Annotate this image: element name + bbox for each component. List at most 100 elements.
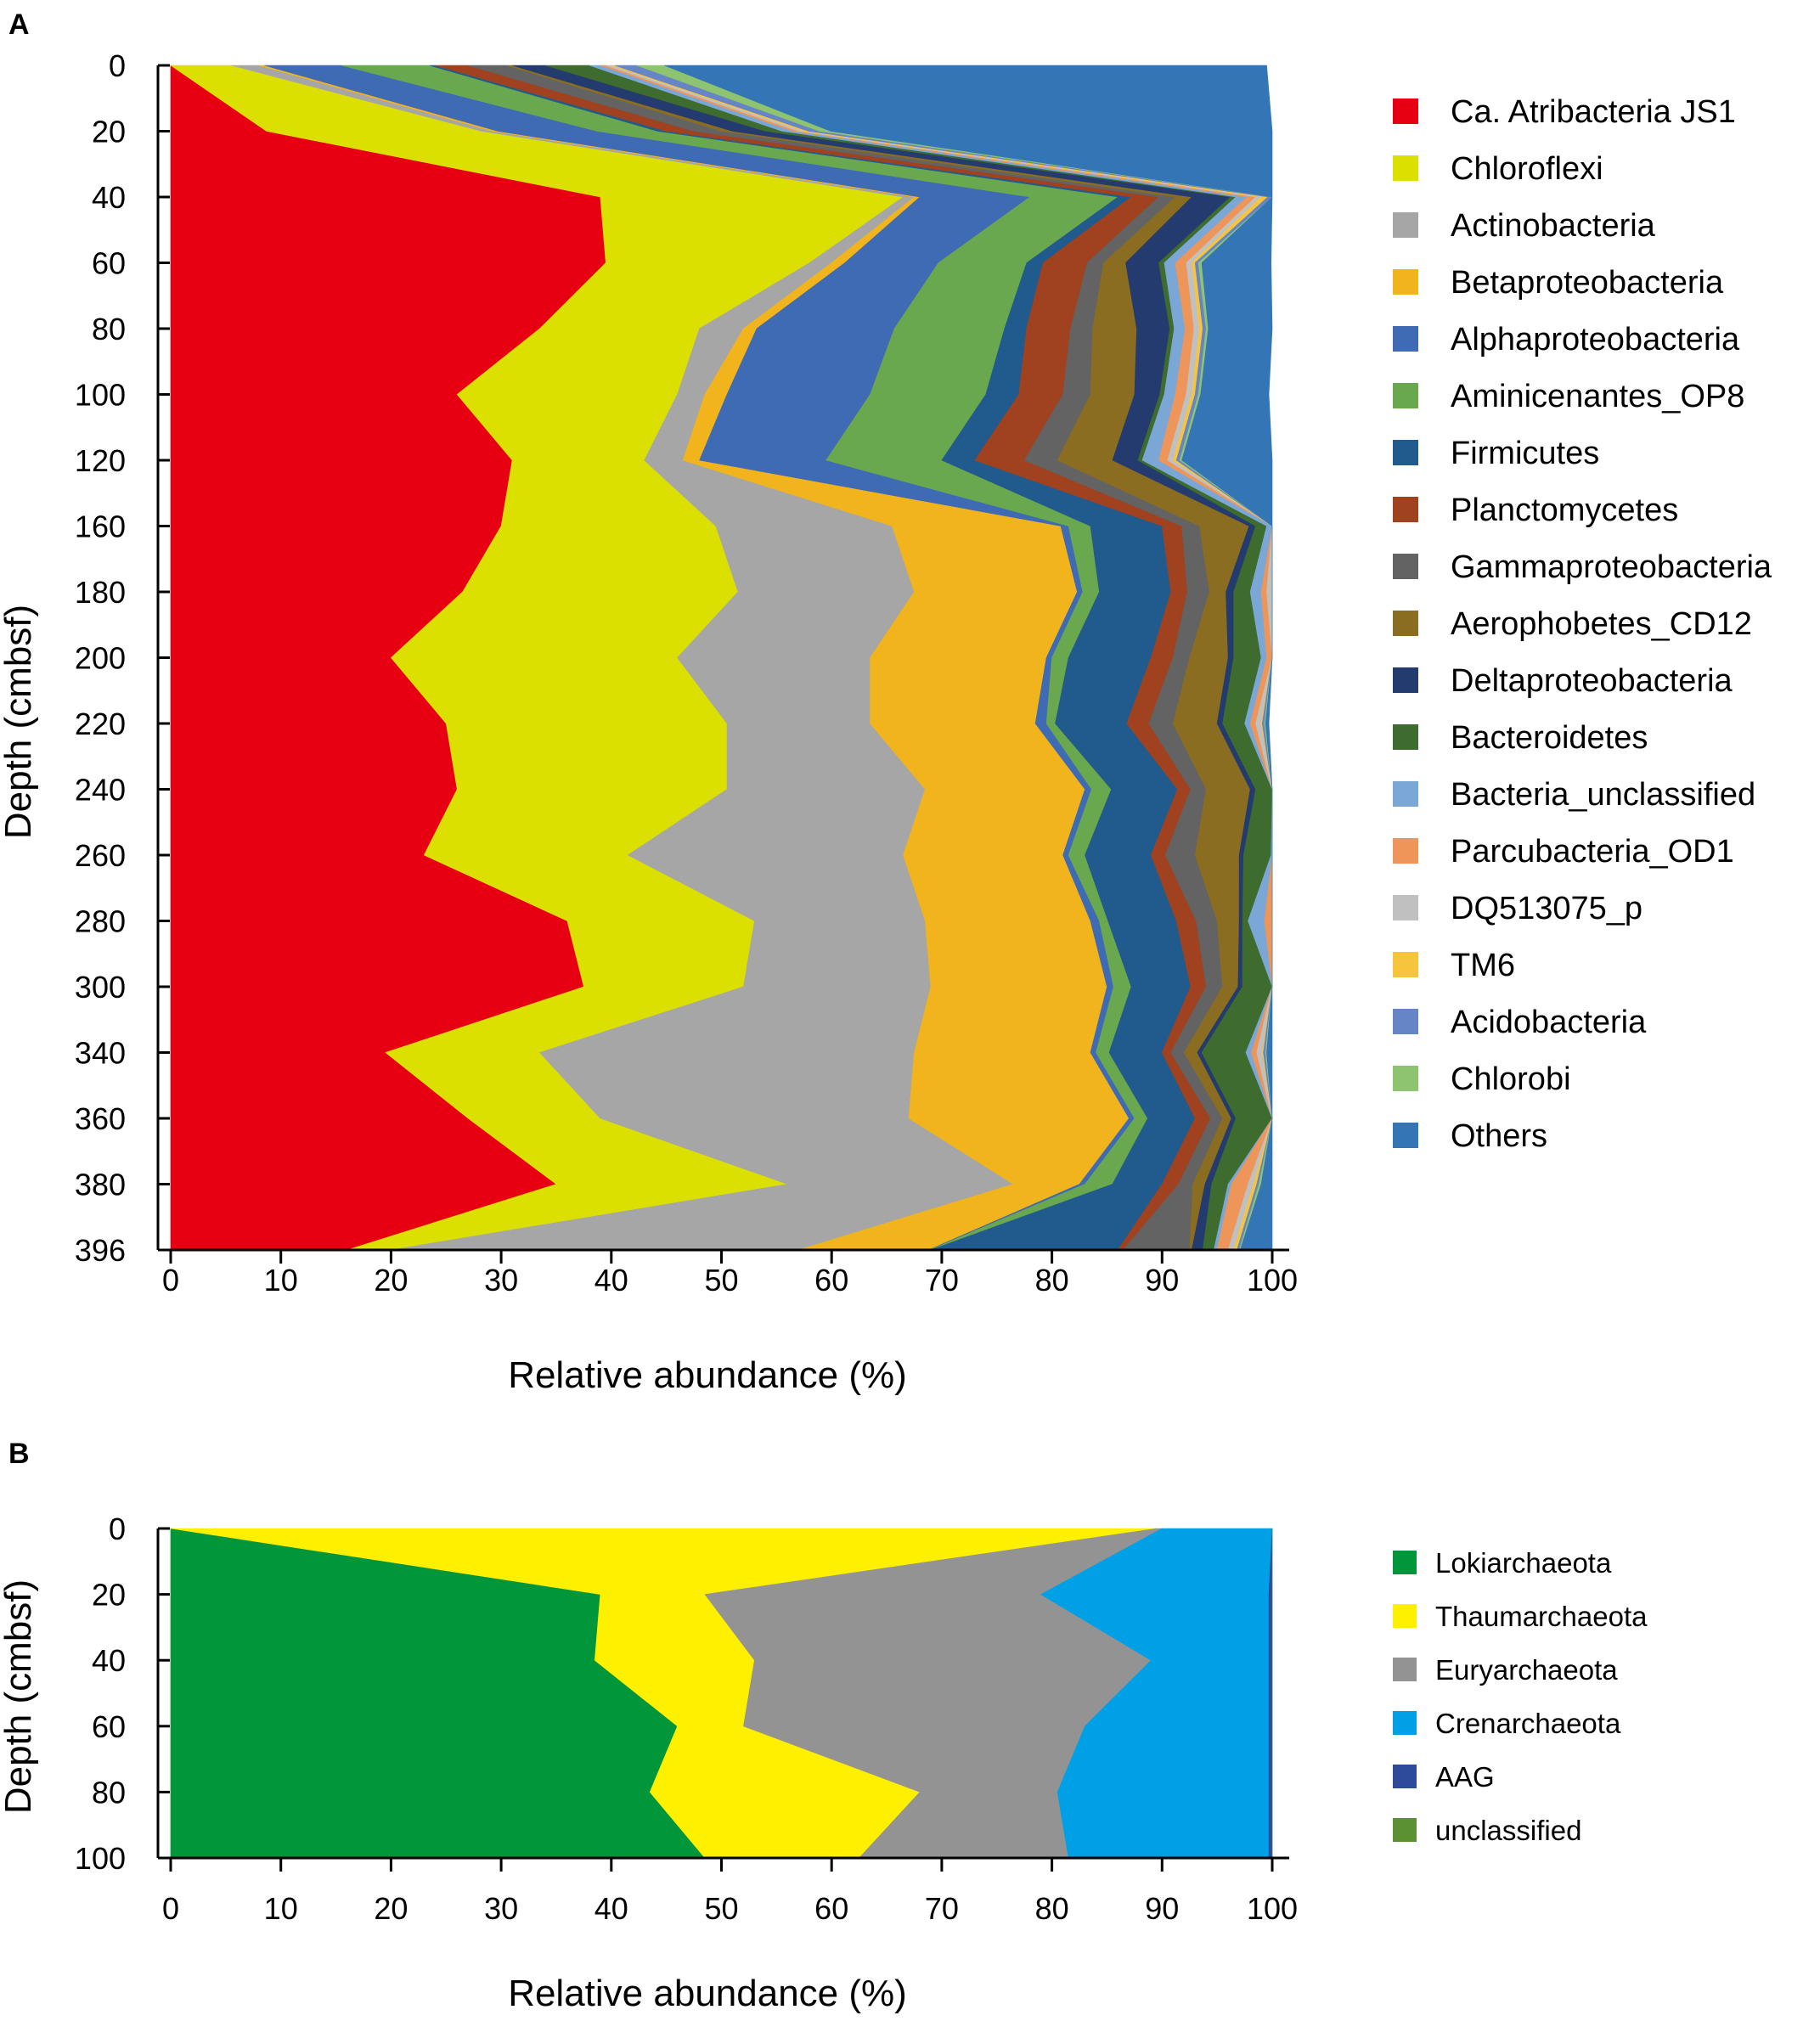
x-tick-label: 40 (594, 1263, 628, 1298)
legend-label-chlorobi: Chlorobi (1451, 1061, 1571, 1097)
legend-swatch-aminicenantes-op8 (1393, 383, 1418, 408)
legend-label-chloroflexi: Chloroflexi (1451, 151, 1603, 187)
legend-label-dq513075-p: DQ513075_p (1451, 891, 1643, 926)
legend-label-bacteroidetes: Bacteroidetes (1451, 720, 1648, 756)
y-tick-label: 300 (75, 970, 126, 1005)
y-tick-label: 80 (92, 1775, 126, 1810)
y-tick-label: 100 (75, 1841, 126, 1876)
y-tick-label: 160 (75, 509, 126, 544)
panel-b-x-axis-label: Relative abundance (%) (508, 1973, 907, 2014)
legend-swatch-crenarchaeota (1393, 1711, 1417, 1735)
y-tick-label: 60 (92, 246, 126, 281)
legend-swatch-actinobacteria (1393, 212, 1418, 238)
panel-b-axes: 0 20 40 60 80 100 0 10 20 30 40 50 60 70 80 90 100 (75, 1512, 1298, 1926)
y-tick-label: 220 (75, 707, 126, 741)
panel-b-y-axis-label: Depth (cmbsf) (0, 1579, 39, 1814)
y-tick-label: 280 (75, 904, 126, 939)
legend-swatch-parcubacteria-od1 (1393, 838, 1418, 864)
panel-a-stacked-areas (170, 65, 1273, 1251)
y-tick-label: 20 (92, 1578, 126, 1613)
x-tick-label: 10 (264, 1891, 298, 1926)
legend-swatch-acidobacteria (1393, 1009, 1418, 1034)
x-tick-label: 80 (1035, 1891, 1069, 1926)
x-tick-label: 30 (484, 1263, 518, 1298)
y-tick-label: 396 (75, 1233, 126, 1268)
legend-label-parcubacteria-od1: Parcubacteria_OD1 (1451, 834, 1734, 870)
legend-swatch-chlorobi (1393, 1066, 1418, 1091)
y-tick-label: 20 (92, 115, 126, 149)
legend-label-ca-atribacteria-js1: Ca. Atribacteria JS1 (1451, 94, 1736, 130)
y-tick-label: 380 (75, 1168, 126, 1202)
y-tick-label: 120 (75, 443, 126, 478)
y-tick-label: 260 (75, 838, 126, 873)
y-tick-label: 0 (109, 1512, 126, 1546)
legend-label-bacteria-unclassified: Bacteria_unclassified (1451, 777, 1755, 813)
y-tick-label: 180 (75, 575, 126, 610)
panel-a-legend: Ca. Atribacteria JS1 Chloroflexi Actinobac… (1393, 94, 1772, 1154)
legend-swatch-lokiarchaeota (1393, 1551, 1417, 1574)
panel-a-y-axis-label: Depth (cmbsf) (0, 605, 39, 839)
x-tick-label: 70 (925, 1263, 959, 1298)
y-tick-label: 40 (92, 180, 126, 215)
legend-swatch-bacteroidetes (1393, 724, 1418, 750)
legend-label-betaproteobacteria: Betaproteobacteria (1451, 265, 1724, 301)
legend-swatch-tm6 (1393, 952, 1418, 977)
legend-label-euryarchaeota: Euryarchaeota (1435, 1654, 1618, 1686)
legend-label-gammaproteobacteria: Gammaproteobacteria (1451, 549, 1772, 585)
legend-label-firmicutes: Firmicutes (1451, 436, 1599, 471)
panel-a-chart: 0204060801001201601802002202402602803003… (0, 48, 1772, 1396)
legend-label-lokiarchaeota: Lokiarchaeota (1435, 1547, 1612, 1579)
x-tick-label: 70 (925, 1891, 959, 1926)
legend-label-deltaproteobacteria: Deltaproteobacteria (1451, 663, 1733, 699)
panel-b-stacked-areas (170, 1528, 1273, 1859)
y-tick-label: 80 (92, 312, 126, 346)
legend-swatch-dq513075-p (1393, 895, 1418, 920)
y-tick-label: 240 (75, 773, 126, 808)
legend-swatch-aag (1393, 1765, 1417, 1788)
panel-b-legend: Lokiarchaeota Thaumarchaeota Euryarchaeota… (1393, 1547, 1648, 1846)
x-tick-label: 30 (484, 1891, 518, 1926)
y-tick-label: 200 (75, 641, 126, 676)
legend-swatch-alphaproteobacteria (1393, 326, 1418, 352)
legend-swatch-planctomycetes (1393, 497, 1418, 522)
legend-label-others: Others (1451, 1118, 1547, 1154)
legend-label-unclassified: unclassified (1435, 1815, 1581, 1846)
legend-swatch-others (1393, 1123, 1418, 1148)
legend-swatch-deltaproteobacteria (1393, 667, 1418, 693)
legend-label-thaumarchaeota: Thaumarchaeota (1435, 1601, 1648, 1632)
legend-label-alphaproteobacteria: Alphaproteobacteria (1451, 322, 1740, 357)
panel-a-x-axis-label: Relative abundance (%) (508, 1354, 907, 1396)
x-tick-label: 0 (162, 1891, 179, 1926)
x-tick-label: 60 (814, 1891, 848, 1926)
y-tick-label: 100 (75, 378, 126, 413)
legend-label-planctomycetes: Planctomycetes (1451, 493, 1678, 528)
y-tick-label: 360 (75, 1101, 126, 1136)
legend-label-aminicenantes-op8: Aminicenantes_OP8 (1451, 379, 1744, 414)
x-tick-label: 50 (704, 1891, 738, 1926)
legend-swatch-aerophobetes-cd12 (1393, 611, 1418, 636)
legend-label-aerophobetes-cd12: Aerophobetes_CD12 (1451, 606, 1752, 642)
legend-swatch-chloroflexi (1393, 155, 1418, 181)
y-tick-label: 60 (92, 1709, 126, 1744)
legend-label-actinobacteria: Actinobacteria (1451, 208, 1656, 244)
x-tick-label: 20 (374, 1263, 408, 1298)
x-tick-label: 100 (1247, 1891, 1298, 1926)
x-tick-label: 80 (1035, 1263, 1069, 1298)
panel-a-axes: 0204060801001201601802002202402602803003… (75, 48, 1298, 1298)
x-tick-label: 20 (374, 1891, 408, 1926)
x-tick-label: 100 (1247, 1263, 1298, 1298)
x-tick-label: 50 (704, 1263, 738, 1298)
x-tick-label: 40 (594, 1891, 628, 1926)
legend-label-tm6: TM6 (1451, 948, 1515, 983)
legend-swatch-euryarchaeota (1393, 1658, 1417, 1681)
legend-label-crenarchaeota: Crenarchaeota (1435, 1708, 1621, 1739)
legend-swatch-ca-atribacteria-js1 (1393, 99, 1418, 124)
x-tick-label: 0 (162, 1263, 179, 1298)
legend-swatch-betaproteobacteria (1393, 269, 1418, 295)
x-tick-label: 90 (1145, 1263, 1179, 1298)
legend-label-aag: AAG (1435, 1761, 1495, 1793)
x-tick-label: 10 (264, 1263, 298, 1298)
y-tick-label: 0 (109, 48, 126, 83)
legend-swatch-firmicutes (1393, 440, 1418, 465)
